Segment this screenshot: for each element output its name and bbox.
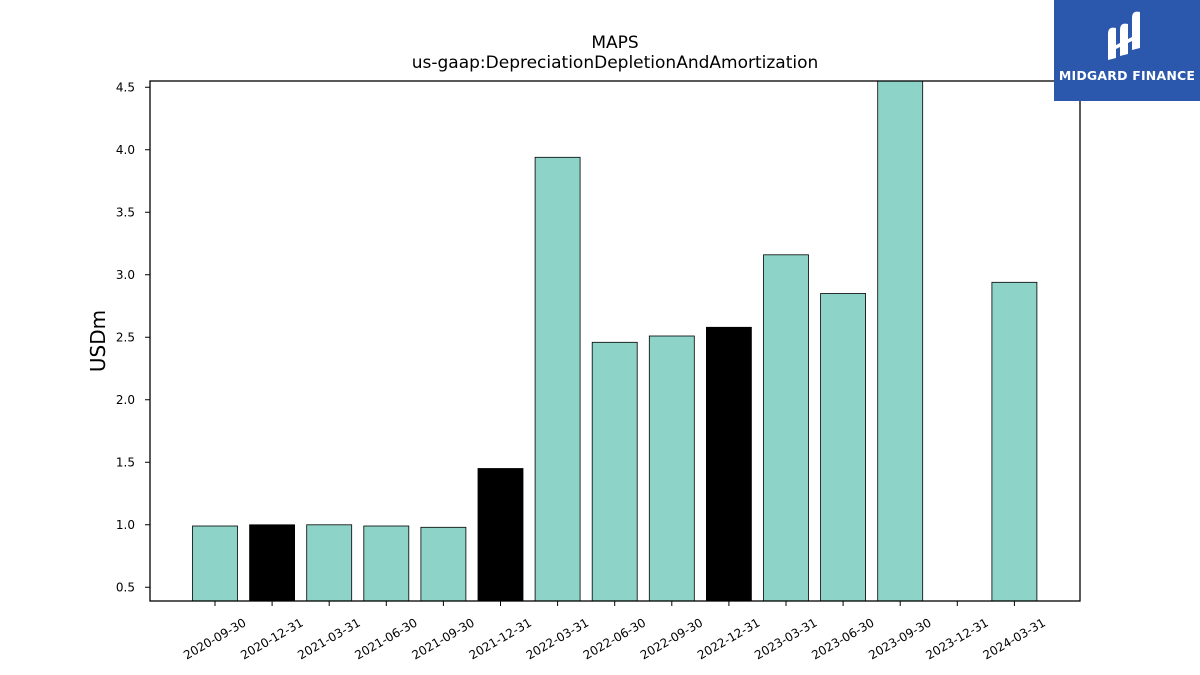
bar-2021-09-30 xyxy=(420,526,467,602)
logo-text: MIDGARD FINANCE xyxy=(1058,68,1196,83)
x-tick-label: 2021-06-30 xyxy=(352,615,419,662)
bar-2022-12-31 xyxy=(706,326,752,602)
x-tick-label: 2022-03-31 xyxy=(524,615,591,662)
chart-subtitle: us-gaap:DepreciationDepletionAndAmortiza… xyxy=(412,53,819,73)
x-tick-label: 2022-12-31 xyxy=(695,615,762,662)
x-tick-label: 2022-06-30 xyxy=(581,615,648,662)
y-axis-label: USDm xyxy=(86,310,110,372)
bar-2023-03-31 xyxy=(763,254,809,602)
x-tick-label: 2020-12-31 xyxy=(238,615,305,662)
y-tick-label: 2.0 xyxy=(116,393,135,407)
y-tick-label: 3.0 xyxy=(116,268,135,282)
midgard-logo-icon xyxy=(1108,11,1140,61)
plot-frame xyxy=(149,80,1081,602)
x-tick-label: 2021-12-31 xyxy=(467,615,534,662)
bar-2020-09-30 xyxy=(192,525,238,602)
x-tick-label: 2020-09-30 xyxy=(181,615,248,662)
bar-2024-03-31 xyxy=(991,281,1038,602)
y-axis: 0.5 1.0 1.5 2.0 2.5 3.0 3.5 4.0 4.5 xyxy=(116,80,150,594)
bar-2022-06-30 xyxy=(591,341,638,602)
x-tick-label: 2022-09-30 xyxy=(638,615,705,662)
y-tick-label: 1.0 xyxy=(116,518,135,532)
bar-2023-09-30 xyxy=(877,80,924,602)
x-tick-label: 2023-12-31 xyxy=(923,615,990,662)
bars-group xyxy=(192,80,1038,602)
chart-title: MAPS xyxy=(591,33,638,53)
bar-2021-12-31 xyxy=(477,468,524,602)
bar-2023-06-30 xyxy=(820,293,866,602)
x-axis: 2020-09-302020-12-312021-03-312021-06-30… xyxy=(181,601,1048,662)
y-tick-label: 1.5 xyxy=(116,455,135,469)
x-tick-label: 2023-03-31 xyxy=(752,615,819,662)
bar-2021-06-30 xyxy=(363,525,410,602)
bar-2022-09-30 xyxy=(648,335,695,602)
bar-2021-03-31 xyxy=(306,524,353,602)
x-tick-label: 2021-03-31 xyxy=(295,615,362,662)
y-tick-label: 0.5 xyxy=(116,580,135,594)
x-tick-label: 2023-06-30 xyxy=(809,615,876,662)
y-tick-label: 4.0 xyxy=(116,143,135,157)
x-tick-label: 2021-09-30 xyxy=(409,615,476,662)
bar-2022-03-31 xyxy=(534,156,581,602)
y-tick-label: 2.5 xyxy=(116,330,135,344)
y-tick-label: 3.5 xyxy=(116,205,135,219)
x-tick-label: 2024-03-31 xyxy=(980,615,1047,662)
bar-2020-12-31 xyxy=(249,524,296,602)
y-tick-label: 4.5 xyxy=(116,80,135,94)
brand-logo: MIDGARD FINANCE xyxy=(1054,0,1200,101)
x-tick-label: 2023-09-30 xyxy=(866,615,933,662)
